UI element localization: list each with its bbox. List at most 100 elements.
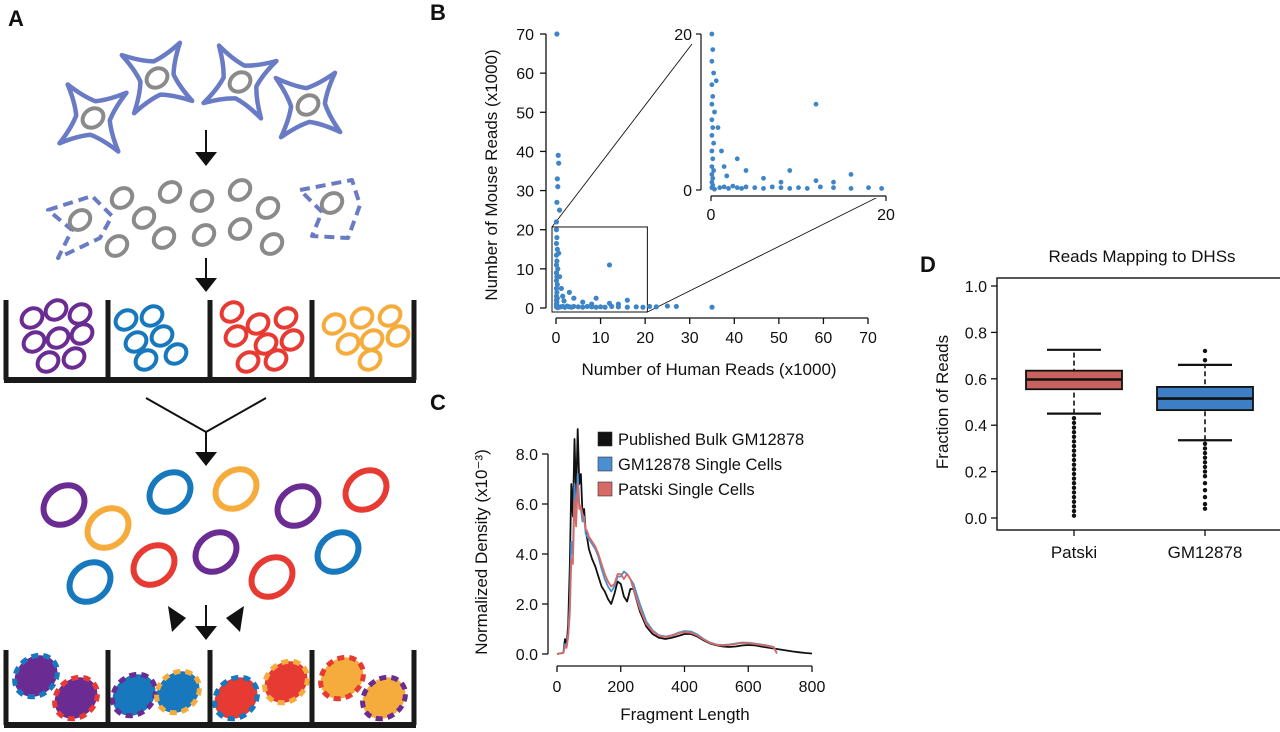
barcoded-nucleus — [45, 326, 71, 350]
pooled-nucleus — [274, 483, 322, 529]
scatter-point — [593, 295, 599, 301]
y-tick-label: 50 — [516, 105, 534, 122]
scatter-point — [597, 304, 604, 310]
scatter-point — [554, 246, 560, 252]
free-nucleus — [67, 208, 93, 232]
released-nuclei — [46, 178, 362, 260]
free-nucleus — [131, 206, 157, 230]
outlier-point — [1202, 464, 1208, 470]
inset-point — [778, 185, 784, 191]
inset-point — [709, 82, 715, 88]
x-tick-label: 0 — [553, 679, 562, 696]
x-tick-label: GM12878 — [1168, 543, 1243, 562]
scatter-x-axis-label: Number of Human Reads (x1000) — [581, 360, 836, 379]
pooled-nucleus — [342, 467, 390, 513]
series-line-gm12878-single-cells — [556, 473, 778, 655]
inset-point — [713, 78, 719, 84]
x-tick-label: 200 — [607, 679, 634, 696]
y-tick-label: 0 — [525, 301, 534, 318]
x-tick-label: 50 — [770, 330, 788, 347]
outlier-point — [1071, 476, 1077, 481]
legend-swatch — [597, 456, 613, 472]
outlier-point — [1202, 455, 1208, 460]
scatter-point — [554, 176, 560, 182]
inset-point — [712, 186, 717, 192]
x-tick-label: 600 — [735, 679, 762, 696]
free-nucleus — [227, 217, 253, 241]
outlier-point — [1202, 450, 1208, 456]
panel-letter-d: D — [920, 252, 936, 277]
arrow-head — [195, 626, 217, 640]
outlier-point — [1202, 441, 1208, 446]
scatter-point — [553, 270, 560, 276]
inset-point — [709, 101, 715, 107]
outlier-point — [1202, 460, 1208, 465]
inset-background — [698, 26, 898, 198]
inset-x-tick-label: 20 — [877, 207, 895, 224]
scatter-point — [593, 304, 599, 310]
y-tick-label: 70 — [516, 27, 534, 44]
arrow-head — [195, 452, 217, 466]
outlier-point — [1071, 513, 1077, 518]
barcoded-nucleus — [335, 332, 361, 356]
series-line-published-bulk-gm12878 — [556, 428, 813, 655]
scatter-point — [554, 258, 560, 264]
fragment-axes: 0.0 2.0 4.0 6.0 8.0 0 200 400 600 800 — [516, 447, 826, 696]
outlier-point — [1071, 471, 1077, 477]
inset-point — [866, 185, 871, 191]
inset-point — [879, 186, 885, 191]
free-nucleus — [189, 189, 215, 213]
outlier-point — [1071, 494, 1077, 500]
inset-point — [710, 125, 716, 130]
boxplot-y-axis-label: Fraction of Reads — [933, 335, 952, 469]
inset-point — [743, 168, 749, 173]
merge-lines — [145, 397, 267, 434]
scatter-point — [554, 31, 560, 37]
inset-x-tick-label: 0 — [707, 207, 716, 224]
y-tick-label: 40 — [516, 144, 534, 161]
y-tick-label: 2.0 — [516, 597, 538, 614]
cell-outline — [273, 70, 343, 140]
barcoded-nucleus — [67, 302, 93, 326]
legend-entry: Published Bulk GM12878 — [618, 431, 804, 449]
outlier-point — [1202, 474, 1208, 479]
scatter-point — [653, 304, 659, 310]
pooled-nucleus — [146, 469, 194, 515]
inset-point — [787, 186, 793, 191]
y-tick-label: 0.4 — [965, 418, 987, 435]
scatter-point — [556, 250, 562, 256]
barcoded-nucleus — [235, 350, 261, 374]
cell-nucleus — [144, 66, 170, 90]
x-tick-label: 800 — [799, 679, 826, 696]
x-tick-label: 400 — [671, 679, 698, 696]
inset-point — [724, 173, 730, 179]
outlier-point — [1202, 469, 1208, 474]
barcoded-nucleus — [69, 322, 95, 346]
scatter-point — [555, 184, 561, 190]
outlier-point — [1071, 504, 1077, 509]
outlier-point — [1202, 348, 1208, 354]
barcoded-nucleus — [385, 324, 411, 348]
arrow-head — [195, 152, 217, 166]
scatter-point — [571, 295, 577, 301]
outlier-point — [1202, 446, 1208, 451]
inset-point — [761, 186, 766, 191]
barcoded-nucleus — [223, 324, 249, 348]
scatter-point — [553, 219, 560, 225]
cell-outline — [119, 40, 195, 116]
x-tick-label: 40 — [725, 330, 743, 347]
inset-point — [710, 175, 716, 181]
cell-nucleus — [295, 93, 321, 117]
inset-point — [709, 148, 715, 154]
inset-point — [719, 148, 724, 154]
barcoded-nucleus — [61, 346, 87, 370]
inset-point — [710, 94, 716, 99]
pooled-nucleus — [130, 542, 178, 588]
cell-outline — [201, 43, 279, 121]
scatter-point — [624, 297, 630, 303]
pooled-nucleus — [192, 529, 240, 575]
pooled-nucleus — [248, 554, 296, 600]
inset-point — [721, 164, 727, 170]
barcoded-nucleus — [123, 330, 149, 354]
boxplot-title: Reads Mapping to DHSs — [1048, 247, 1235, 266]
